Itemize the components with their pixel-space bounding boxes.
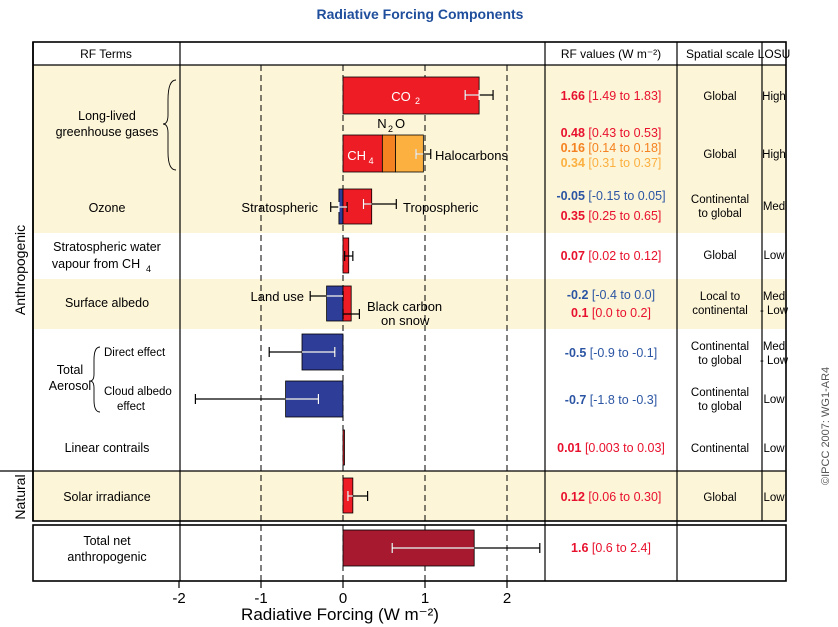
x-tick-label: 2 bbox=[503, 590, 511, 607]
header-rf-terms: RF Terms bbox=[80, 47, 132, 61]
losu-surface-albedo: Med bbox=[763, 291, 785, 303]
spatial-scale-linear-contrails: Continental bbox=[691, 443, 749, 455]
rf-value-halocarbons: 0.34 [0.31 to 0.37] bbox=[561, 156, 662, 170]
group-anthropogenic: Anthropogenic bbox=[12, 225, 28, 315]
spatial-scale-aerosol-cloud: to global bbox=[698, 401, 741, 413]
copyright-notice: ©IPCC 2007: WG1-AR4 bbox=[820, 367, 832, 485]
rf-value-texts: 1.66 [1.49 to 1.83]0.48 [0.43 to 0.53]0.… bbox=[556, 89, 788, 555]
losu-ozone: Med bbox=[763, 201, 785, 213]
x-tick-label: 0 bbox=[339, 590, 347, 607]
spatial-scale-aerosol-direct: Continental bbox=[691, 341, 749, 353]
group-natural: Natural bbox=[12, 474, 28, 519]
total-frame bbox=[32, 524, 787, 582]
bar-label-land-use: Land use bbox=[251, 289, 305, 304]
losu-aerosol-direct: - Low bbox=[760, 355, 789, 367]
x-tick-label: -1 bbox=[254, 590, 267, 607]
bar-n2o bbox=[381, 134, 396, 173]
rf-value-land-use: -0.2 [-0.4 to 0.0] bbox=[567, 288, 655, 302]
bar-label-black-carbon: on snow bbox=[381, 313, 430, 328]
row-label-direct-effect: Direct effect bbox=[104, 347, 166, 359]
x-tick-label: -2 bbox=[172, 590, 185, 607]
row-label-solar: Solar irradiance bbox=[63, 490, 151, 504]
losu-aerosol-direct: Med bbox=[763, 341, 785, 353]
rf-value-black-carbon: 0.1 [0.0 to 0.2] bbox=[571, 306, 651, 320]
bar-land-use bbox=[326, 285, 344, 322]
header-rf-values: RF values (W m⁻²) bbox=[561, 47, 661, 61]
band-ozone bbox=[33, 182, 786, 233]
row-label-total-net: anthropogenic bbox=[67, 550, 146, 564]
spatial-scale-aerosol-cloud: Continental bbox=[691, 387, 749, 399]
bar-co2 bbox=[342, 76, 480, 115]
row-label-long-lived: greenhouse gases bbox=[56, 125, 159, 139]
losu-linear-contrails: Low bbox=[763, 443, 785, 455]
band-solar bbox=[33, 471, 786, 521]
rf-value-n2o: 0.16 [0.14 to 0.18] bbox=[561, 141, 662, 155]
losu-aerosol-cloud: Low bbox=[763, 394, 785, 406]
row-labels: CO 2CH 4N 2 OHalocarbonsLong-livedgreenhouse… bbox=[49, 79, 508, 564]
bar-label-ch4-sub: 4 bbox=[369, 156, 374, 166]
row-label-cloud-albedo: Cloud albedo bbox=[104, 386, 172, 398]
row-label-linear-contrails: Linear contrails bbox=[65, 441, 150, 455]
brace-aerosol bbox=[89, 346, 101, 413]
x-axis: -2 -1 0 1 2 bbox=[172, 581, 511, 607]
brace-long-lived bbox=[162, 79, 177, 171]
bar-ch4 bbox=[342, 134, 383, 173]
bar-label-n2o-o: O bbox=[395, 116, 405, 131]
spatial-scale-solar: Global bbox=[703, 492, 736, 504]
losu-ghg: High bbox=[762, 149, 786, 161]
spatial-scale-ghg: Global bbox=[703, 149, 736, 161]
spatial-scale-strat-water: Global bbox=[703, 250, 736, 262]
bar-label-stratospheric: Stratospheric bbox=[241, 200, 318, 215]
losu-surface-albedo: - Low bbox=[760, 305, 789, 317]
rf-value-co2: 1.66 [1.49 to 1.83] bbox=[561, 89, 662, 103]
row-label-surface-albedo: Surface albedo bbox=[65, 296, 149, 310]
spatial-scale-ozone: to global bbox=[698, 208, 741, 220]
spatial-scale-co2: Global bbox=[703, 91, 736, 103]
x-tick-label: 1 bbox=[421, 590, 429, 607]
losu-co2: High bbox=[762, 91, 786, 103]
x-axis-label: Radiative Forcing (W m⁻²) bbox=[241, 605, 439, 624]
row-label-cloud-albedo: effect bbox=[117, 401, 146, 413]
rf-value-ch4: 0.48 [0.43 to 0.53] bbox=[561, 126, 662, 140]
header-losu: LOSU bbox=[758, 47, 791, 61]
bar-label-tropospheric: Tropospheric bbox=[403, 200, 479, 215]
row-label-total-aerosol: Aerosol bbox=[49, 379, 91, 393]
spatial-scale-surface-albedo: continental bbox=[692, 305, 748, 317]
bar-label-halocarbons: Halocarbons bbox=[435, 148, 508, 163]
losu-strat-water: Low bbox=[763, 250, 785, 262]
spatial-scale-aerosol-direct: to global bbox=[698, 355, 741, 367]
spatial-scale-ozone: Continental bbox=[691, 194, 749, 206]
rf-value-ozone-trop: 0.35 [0.25 to 0.65] bbox=[561, 209, 662, 223]
rf-value-solar: 0.12 [0.06 to 0.30] bbox=[561, 490, 662, 504]
bars bbox=[194, 76, 541, 567]
header-spatial-scale: Spatial scale bbox=[686, 47, 754, 61]
row-label-ozone: Ozone bbox=[89, 201, 126, 215]
bar-label-co2: CO bbox=[391, 89, 411, 104]
bar-black-carbon bbox=[342, 285, 352, 322]
bar-linear-contrails bbox=[342, 429, 345, 466]
bar-label-n2o: N bbox=[377, 116, 386, 131]
rf-value-linear-contrails: 0.01 [0.003 to 0.03] bbox=[557, 441, 665, 455]
row-label-total-net: Total net bbox=[83, 534, 131, 548]
spatial-scale-surface-albedo: Local to bbox=[700, 291, 740, 303]
rf-value-ozone-strat: -0.05 [-0.15 to 0.05] bbox=[556, 189, 665, 203]
bar-label-n2o-sub: 2 bbox=[388, 124, 393, 134]
rf-value-aerosol-direct: -0.5 [-0.9 to -0.1] bbox=[565, 346, 657, 360]
rf-value-strat-water: 0.07 [0.02 to 0.12] bbox=[561, 249, 662, 263]
losu-solar: Low bbox=[763, 492, 785, 504]
row-label-strat-water: vapour from CH bbox=[52, 257, 140, 271]
chart-title: Radiative Forcing Components bbox=[317, 6, 524, 22]
bar-label-co2-sub: 2 bbox=[415, 96, 420, 106]
row-label-strat-water-sub: 4 bbox=[146, 264, 151, 274]
rf-value-total-net: 1.6 [0.6 to 2.4] bbox=[571, 541, 651, 555]
band-surface-albedo bbox=[33, 279, 786, 329]
row-label-total-aerosol: Total bbox=[57, 363, 83, 377]
bar-label-black-carbon: Black carbon bbox=[367, 299, 442, 314]
row-label-long-lived: Long-lived bbox=[78, 109, 136, 123]
bar-label-ch4: CH bbox=[347, 148, 366, 163]
rf-value-aerosol-cloud: -0.7 [-1.8 to -0.3] bbox=[565, 393, 657, 407]
row-label-strat-water: Stratospheric water bbox=[53, 240, 161, 254]
